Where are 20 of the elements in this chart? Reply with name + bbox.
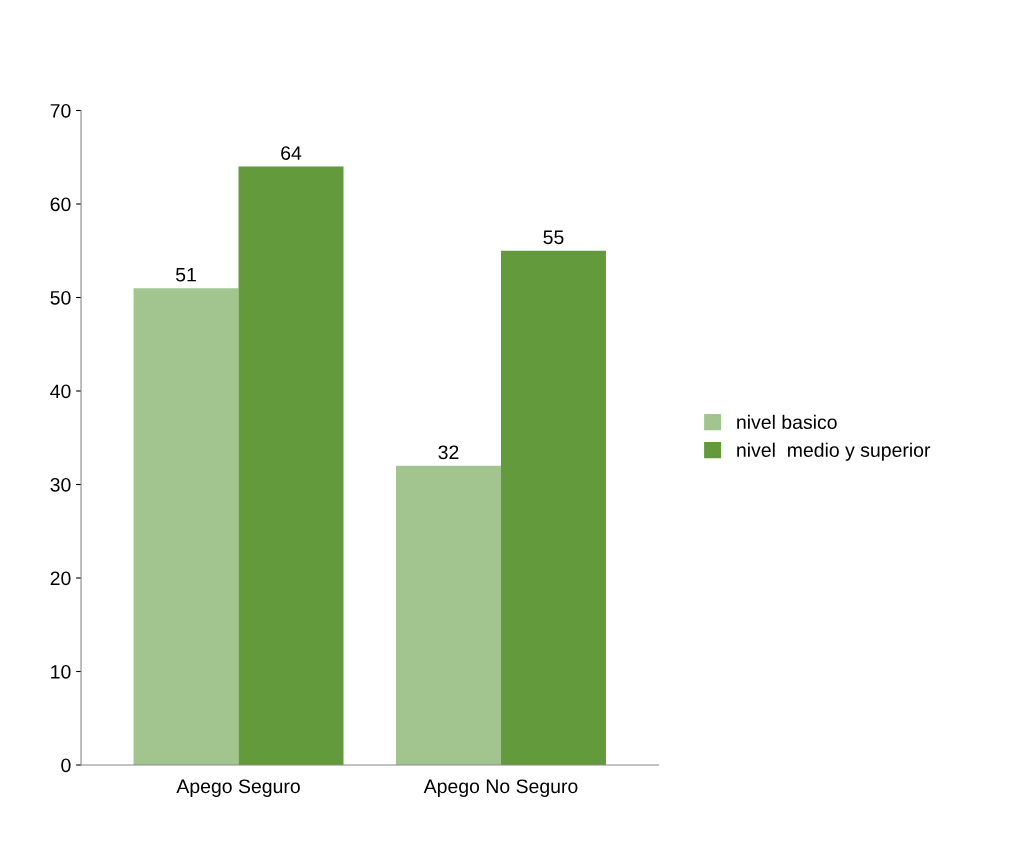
x-tick-label: Apego No Seguro [423,779,578,798]
y-tick-label: 20 [50,571,71,586]
y-tick-label: 60 [50,197,71,212]
data-label: 64 [281,146,302,160]
y-tick-label: 70 [50,103,71,118]
y-tick-label: 40 [50,384,71,399]
data-label: 51 [175,267,196,282]
y-tick-label: 0 [61,758,71,773]
bar [395,465,501,765]
data-label: 55 [543,230,564,245]
data-label: 32 [438,445,459,460]
x-tick-label: Apego Seguro [176,779,300,798]
legend-label: nivel medio y superior [737,442,931,461]
y-tick-label: 10 [51,664,71,679]
y-tick-label: 30 [50,477,71,492]
bar [500,250,606,765]
y-tick-label: 50 [50,290,71,305]
legend-label: nivel basico [737,414,837,430]
bar [133,288,239,765]
bar [238,166,344,765]
